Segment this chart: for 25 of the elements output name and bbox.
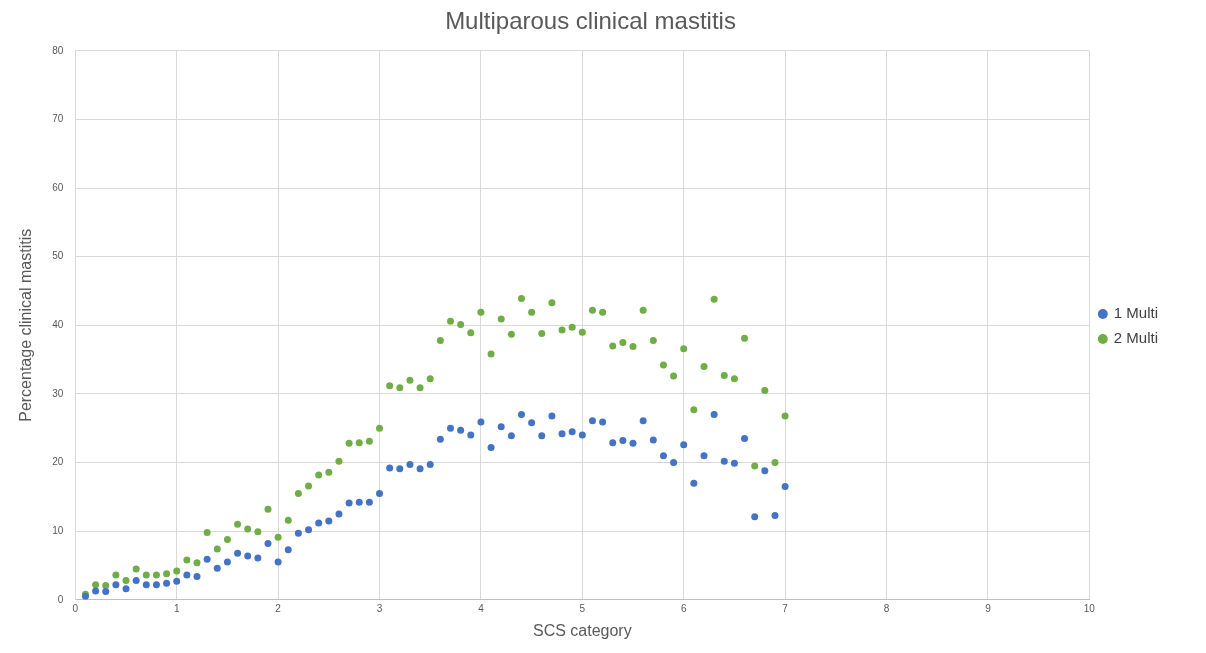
y-tick-label: 10	[52, 524, 64, 536]
x-tick-label: 2	[275, 602, 282, 614]
x-tick-label: 0	[72, 602, 79, 614]
x-tick-label: 10	[1083, 602, 1096, 614]
x-tick-label: 4	[478, 602, 485, 614]
legend-label: 2 Multi	[1113, 329, 1159, 347]
x-tick-label: 1	[173, 602, 180, 614]
y-tick-label: 40	[52, 319, 64, 331]
x-tick-label: 3	[376, 602, 383, 614]
y-tick-label: 0	[57, 593, 64, 605]
x-tick-label: 5	[579, 602, 586, 614]
y-tick-label: 50	[52, 250, 64, 262]
x-tick-label: 9	[985, 602, 992, 614]
y-tick-label: 80	[52, 44, 64, 56]
x-tick-label: 7	[782, 602, 789, 614]
y-tick-label: 20	[52, 456, 64, 468]
chart-title: Multiparous clinical mastitis	[445, 7, 736, 35]
y-axis-title: Percentage clinical mastitis	[17, 228, 35, 422]
x-tick-label: 6	[680, 602, 687, 614]
y-tick-label: 30	[52, 387, 64, 399]
y-tick-label: 60	[52, 181, 64, 193]
x-tick-label: 8	[883, 602, 890, 614]
y-tick-label: 70	[52, 113, 64, 125]
x-axis-title: SCS category	[532, 621, 632, 639]
legend-label: 1 Multi	[1113, 304, 1159, 322]
